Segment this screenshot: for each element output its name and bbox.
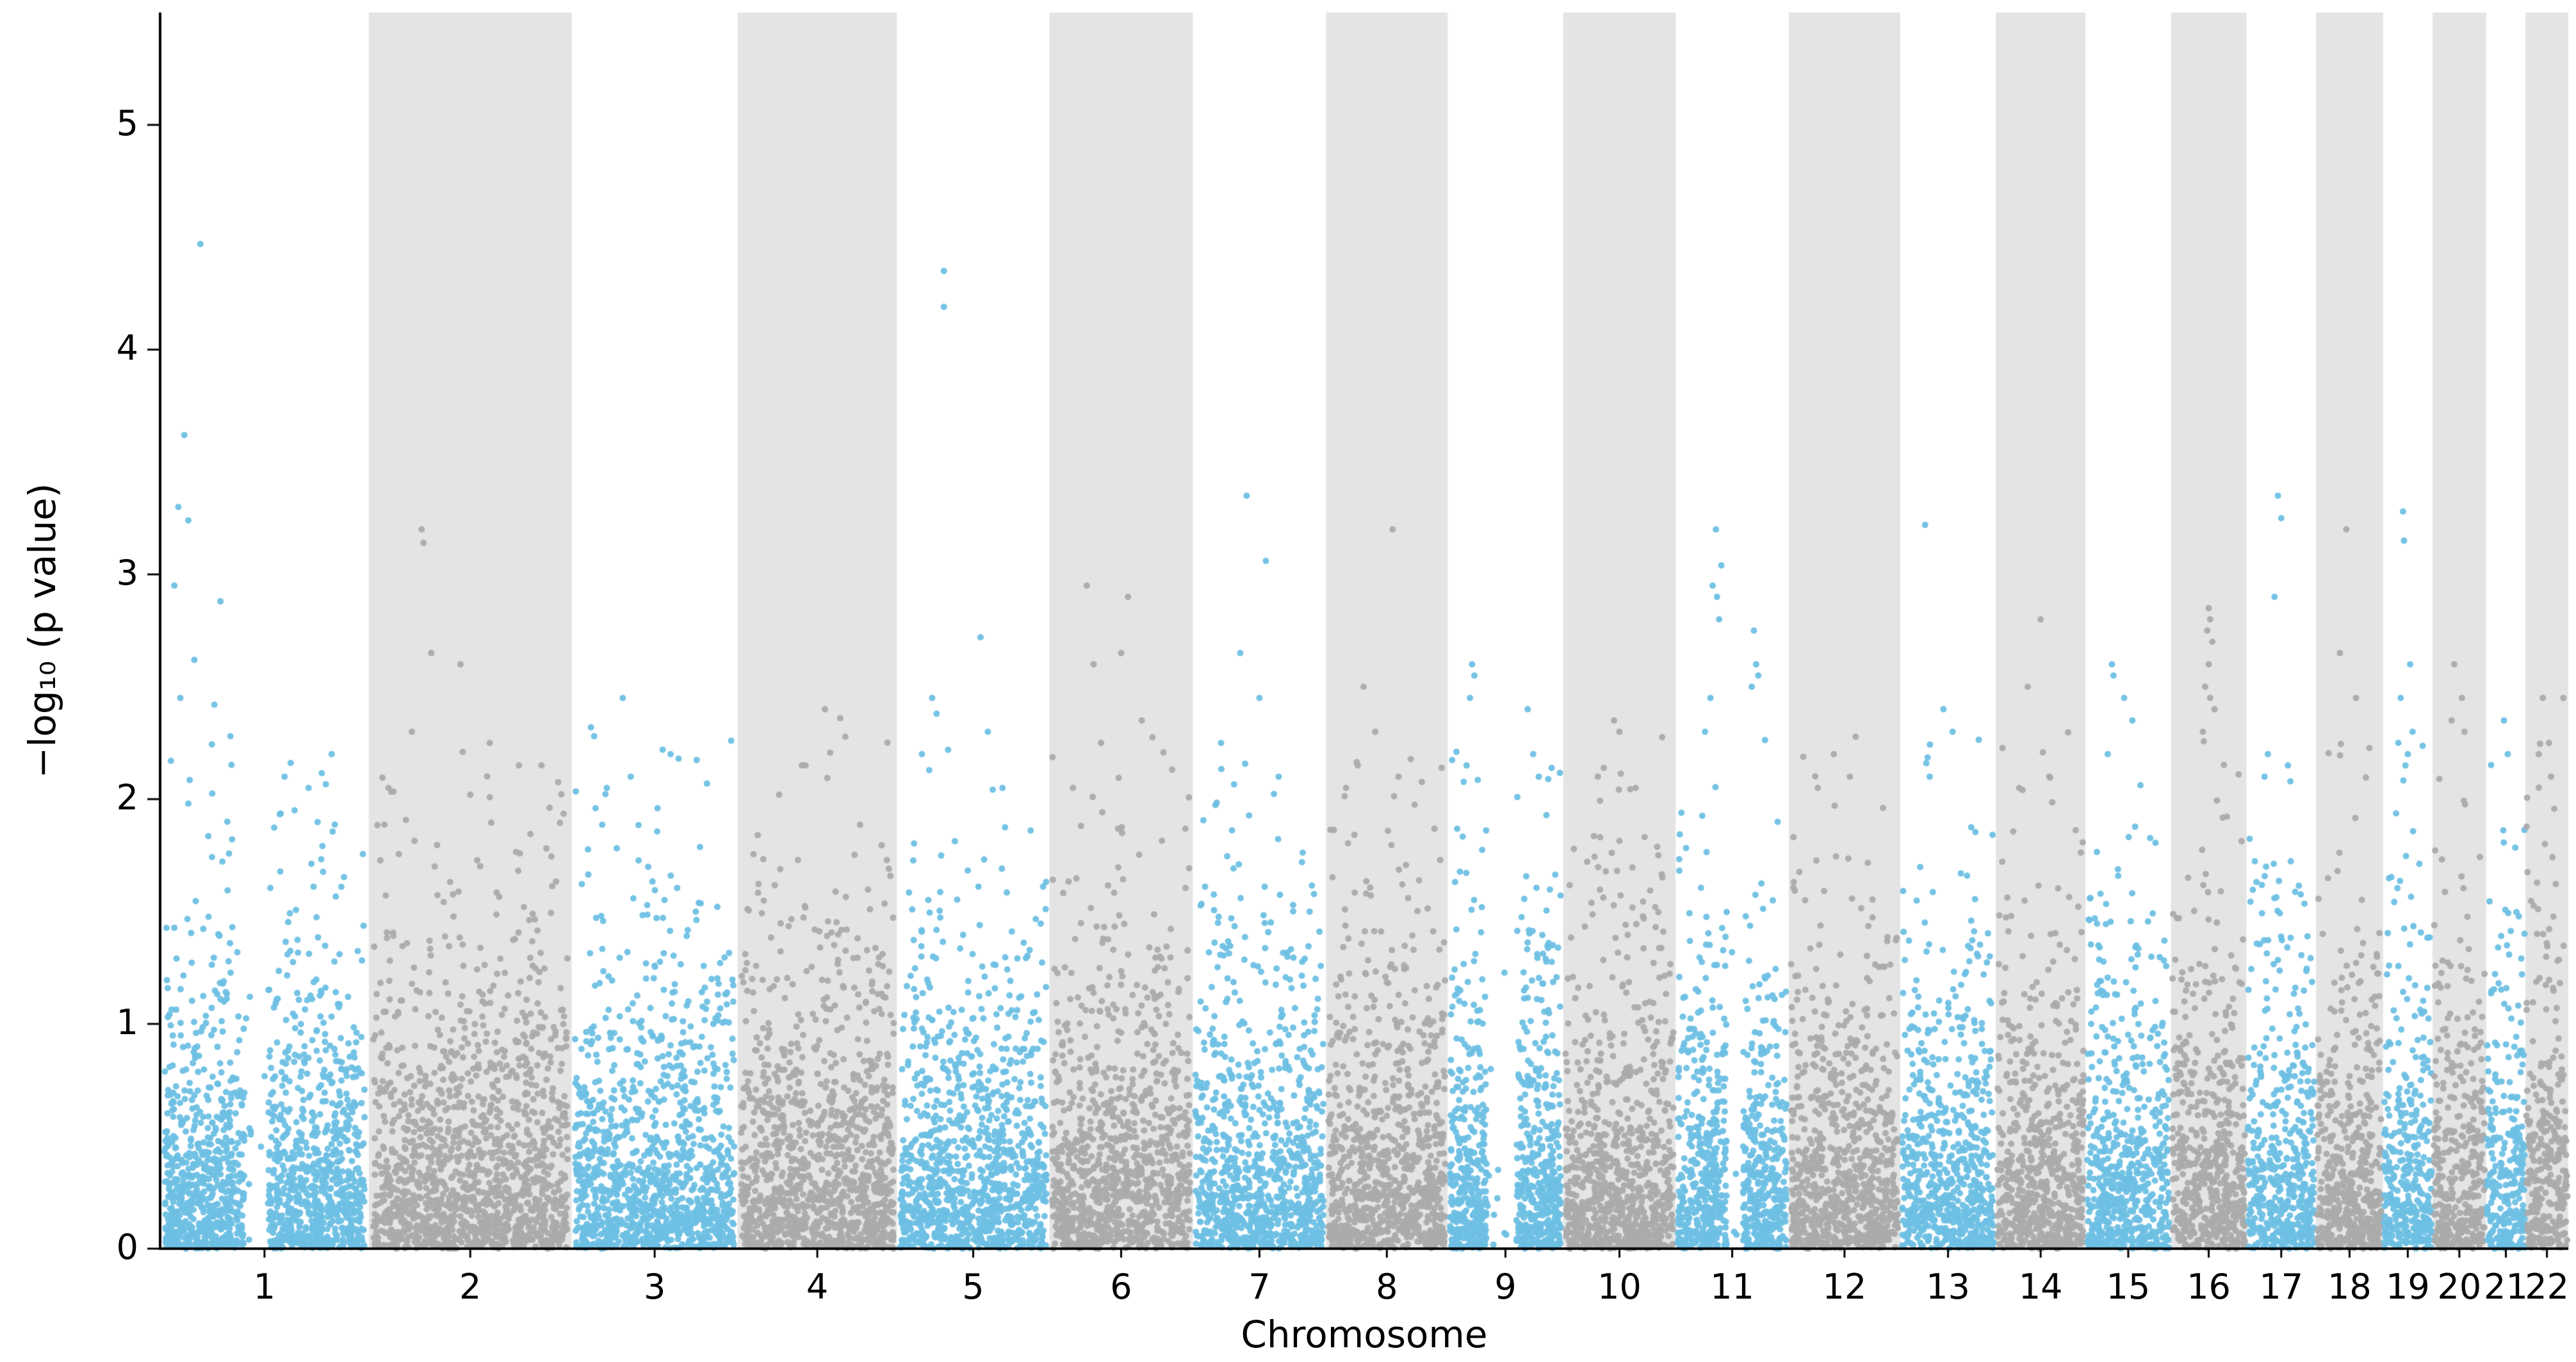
x-tick-label: 8: [1376, 1267, 1398, 1307]
y-axis-label: −log₁₀ (p value): [20, 483, 64, 779]
x-tick-label: 7: [1248, 1267, 1271, 1307]
x-tick-label: 20: [2437, 1267, 2482, 1307]
x-tick-label: 22: [2525, 1267, 2569, 1307]
x-tick-label: 5: [962, 1267, 984, 1307]
x-tick-label: 21: [2484, 1267, 2528, 1307]
x-tick-label: 12: [1822, 1267, 1867, 1307]
y-tick-label: 3: [116, 552, 138, 593]
x-tick-label: 9: [1494, 1267, 1517, 1307]
x-tick-label: 15: [2106, 1267, 2151, 1307]
y-tick-label: 4: [116, 327, 138, 368]
x-tick-label: 11: [1710, 1267, 1754, 1307]
x-tick-label: 17: [2259, 1267, 2304, 1307]
x-tick-label: 1: [253, 1267, 276, 1307]
y-tick-label: 0: [116, 1226, 138, 1267]
x-tick-label: 19: [2386, 1267, 2430, 1307]
x-axis-label: Chromosome: [1241, 1313, 1488, 1356]
x-tick-label: 13: [1926, 1267, 1970, 1307]
x-tick-label: 14: [2018, 1267, 2063, 1307]
x-tick-label: 18: [2327, 1267, 2372, 1307]
y-tick-label: 5: [116, 102, 138, 143]
x-tick-label: 6: [1110, 1267, 1132, 1307]
y-tick-label: 1: [116, 1001, 138, 1042]
x-tick-label: 4: [806, 1267, 829, 1307]
x-tick-label: 2: [459, 1267, 482, 1307]
y-tick-label: 2: [116, 777, 138, 818]
x-tick-label: 10: [1597, 1267, 1642, 1307]
x-tick-label: 3: [643, 1267, 666, 1307]
x-tick-label: 16: [2187, 1267, 2231, 1307]
